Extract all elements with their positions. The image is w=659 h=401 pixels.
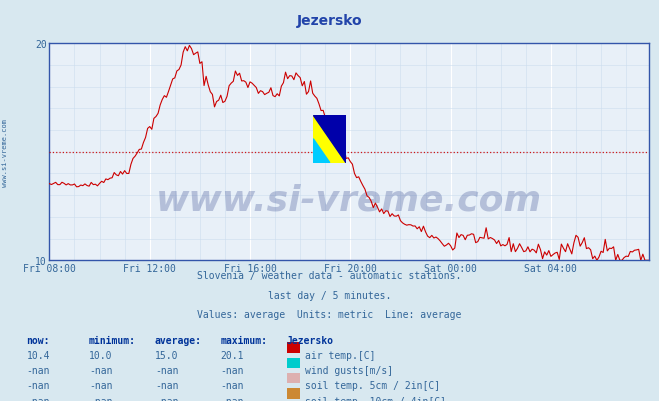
Polygon shape xyxy=(313,115,346,163)
Text: -nan: -nan xyxy=(89,365,113,375)
Text: average:: average: xyxy=(155,335,202,345)
Text: last day / 5 minutes.: last day / 5 minutes. xyxy=(268,290,391,300)
Text: Slovenia / weather data - automatic stations.: Slovenia / weather data - automatic stat… xyxy=(197,271,462,281)
Text: -nan: -nan xyxy=(155,396,179,401)
Polygon shape xyxy=(313,115,346,163)
Text: -nan: -nan xyxy=(26,381,50,391)
Text: -nan: -nan xyxy=(221,396,244,401)
Text: 10.0: 10.0 xyxy=(89,350,113,360)
Text: -nan: -nan xyxy=(221,381,244,391)
Text: air temp.[C]: air temp.[C] xyxy=(305,350,376,360)
Text: -nan: -nan xyxy=(221,365,244,375)
Text: -nan: -nan xyxy=(26,396,50,401)
Text: maximum:: maximum: xyxy=(221,335,268,345)
Text: Jezersko: Jezersko xyxy=(297,14,362,28)
Polygon shape xyxy=(313,140,330,163)
Text: soil temp. 5cm / 2in[C]: soil temp. 5cm / 2in[C] xyxy=(305,381,440,391)
Text: Values: average  Units: metric  Line: average: Values: average Units: metric Line: aver… xyxy=(197,309,462,319)
Text: www.si-vreme.com: www.si-vreme.com xyxy=(2,118,9,186)
Text: -nan: -nan xyxy=(155,381,179,391)
Text: soil temp. 10cm / 4in[C]: soil temp. 10cm / 4in[C] xyxy=(305,396,446,401)
Text: -nan: -nan xyxy=(155,365,179,375)
Text: -nan: -nan xyxy=(89,396,113,401)
Text: 15.0: 15.0 xyxy=(155,350,179,360)
Text: 10.4: 10.4 xyxy=(26,350,50,360)
Text: now:: now: xyxy=(26,335,50,345)
Text: 20.1: 20.1 xyxy=(221,350,244,360)
Text: Jezersko: Jezersko xyxy=(287,335,333,345)
Text: minimum:: minimum: xyxy=(89,335,136,345)
Text: -nan: -nan xyxy=(26,365,50,375)
Text: wind gusts[m/s]: wind gusts[m/s] xyxy=(305,365,393,375)
Text: www.si-vreme.com: www.si-vreme.com xyxy=(156,183,542,217)
Text: -nan: -nan xyxy=(89,381,113,391)
